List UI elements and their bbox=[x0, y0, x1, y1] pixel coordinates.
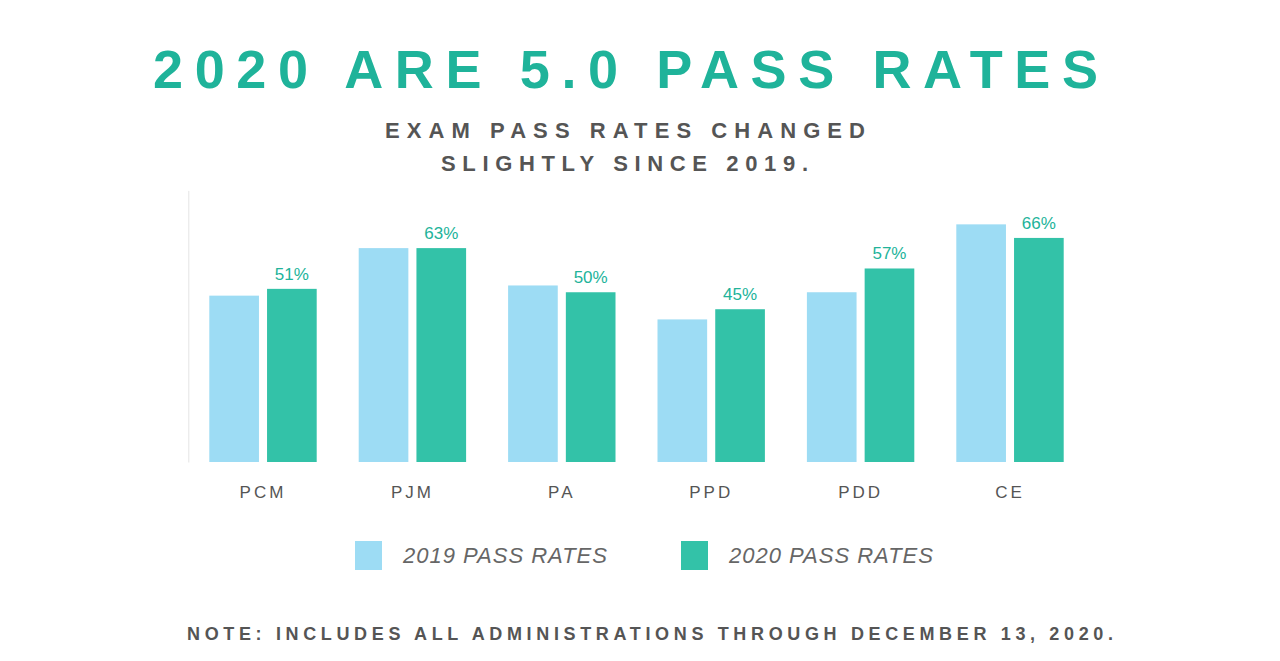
bar bbox=[865, 268, 915, 462]
note: NOTE: INCLUDES ALL ADMINISTRATIONS THROU… bbox=[187, 624, 1113, 644]
data-label: 63% bbox=[424, 224, 458, 243]
subtitle: EXAM PASS RATES CHANGED bbox=[385, 118, 865, 143]
legend-label: 2019 PASS RATES bbox=[402, 543, 608, 568]
series-bars bbox=[209, 224, 1006, 462]
y-axis-line bbox=[188, 191, 189, 463]
y-axis bbox=[188, 191, 189, 463]
bar bbox=[807, 292, 857, 462]
bar bbox=[658, 319, 708, 462]
data-label: 66% bbox=[1022, 214, 1056, 233]
x-axis: PCM PJM PA PPD PDD CE bbox=[189, 462, 1085, 502]
series-bars bbox=[267, 238, 1064, 462]
x-tick-label: CE bbox=[995, 483, 1025, 502]
subtitle: SLIGHTLY SINCE 2019. bbox=[441, 151, 808, 176]
x-tick-label: PCM bbox=[240, 483, 287, 502]
x-tick-label: PDD bbox=[838, 483, 883, 502]
bar bbox=[209, 296, 259, 462]
x-tick-label: PA bbox=[548, 483, 575, 502]
legend: 2019 PASS RATES 2020 PASS RATES bbox=[355, 541, 934, 570]
data-label: 50% bbox=[574, 268, 608, 287]
legend-swatch bbox=[681, 541, 708, 570]
legend-item: 2019 PASS RATES bbox=[355, 541, 608, 570]
legend-swatch bbox=[355, 541, 382, 570]
x-tick: CE bbox=[995, 462, 1025, 502]
data-label: 45% bbox=[723, 285, 757, 304]
bar bbox=[1014, 238, 1064, 462]
bar bbox=[715, 309, 765, 462]
x-tick-label: PJM bbox=[391, 483, 434, 502]
data-labels: 51% 63% 50% 45% 57% 66% bbox=[275, 214, 1056, 304]
chart: 2020 ARE 5.0 PASS RATES EXAM PASS RATES C… bbox=[0, 0, 1280, 661]
x-tick: PJM bbox=[391, 462, 434, 502]
x-tick: PPD bbox=[689, 462, 733, 502]
bar bbox=[267, 289, 317, 462]
x-tick: PCM bbox=[240, 462, 287, 502]
bar bbox=[416, 248, 466, 462]
bar bbox=[359, 248, 409, 462]
legend-label: 2020 PASS RATES bbox=[728, 543, 934, 568]
x-tick: PA bbox=[548, 462, 575, 502]
x-tick: PDD bbox=[838, 462, 883, 502]
bar bbox=[956, 224, 1006, 462]
title: 2020 ARE 5.0 PASS RATES bbox=[153, 39, 1098, 99]
x-axis-line bbox=[189, 462, 1085, 463]
legend-item: 2020 PASS RATES bbox=[681, 541, 934, 570]
bar bbox=[566, 292, 616, 462]
x-tick-label: PPD bbox=[689, 483, 733, 502]
bars bbox=[209, 224, 1063, 462]
bar bbox=[508, 285, 558, 462]
data-label: 51% bbox=[275, 265, 309, 284]
data-label: 57% bbox=[872, 244, 906, 263]
